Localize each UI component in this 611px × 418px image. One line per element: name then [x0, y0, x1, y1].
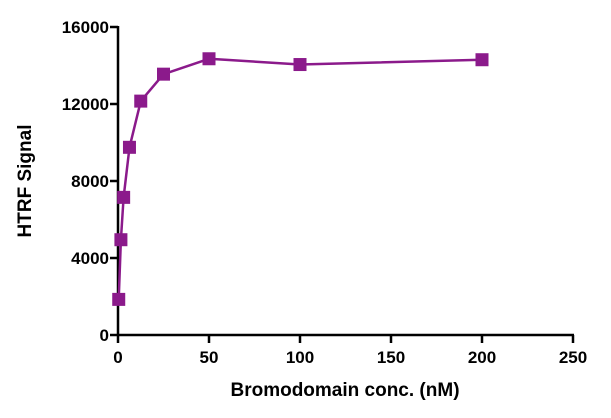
ticks: 0 4000 8000 12000 16000 0 50 100 150 200 250	[62, 18, 587, 367]
x-tick-label: 150	[377, 348, 405, 367]
x-tick-label: 50	[200, 348, 219, 367]
data-point-marker	[112, 292, 126, 306]
axes	[116, 26, 574, 337]
data-point-marker	[134, 94, 148, 108]
data-point-marker	[475, 53, 489, 67]
x-axis-title: Bromodomain conc. (nM)	[230, 380, 459, 401]
x-tick-label: 250	[559, 348, 587, 367]
x-tick-label: 0	[113, 348, 122, 367]
data-point-marker	[122, 140, 136, 154]
y-tick-label: 4000	[71, 249, 109, 268]
y-tick-label: 0	[100, 326, 109, 345]
y-tick-label: 12000	[62, 95, 109, 114]
data-point-marker	[117, 190, 131, 204]
data-point-marker	[293, 58, 307, 72]
series-line	[117, 57, 483, 300]
data-point-marker	[114, 233, 128, 247]
x-tick-label: 200	[468, 348, 496, 367]
x-tick-label: 100	[286, 348, 314, 367]
y-tick-label: 8000	[71, 172, 109, 191]
data-point-marker	[202, 52, 216, 66]
y-axis-title: HTRF Signal	[15, 125, 36, 238]
data-series	[112, 52, 489, 306]
data-point-marker	[157, 67, 170, 81]
y-tick-label: 16000	[62, 18, 109, 37]
